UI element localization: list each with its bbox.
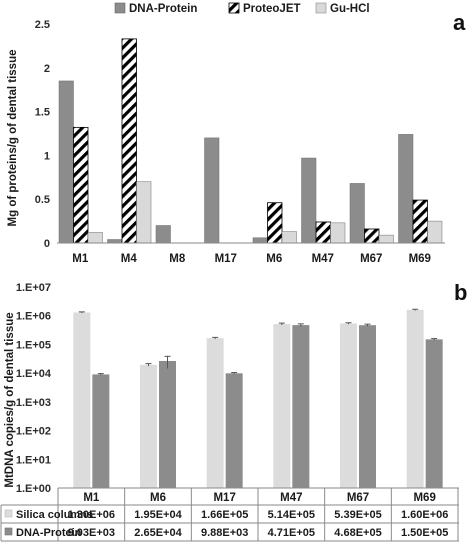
bar-proteojet-m4 [121,38,137,244]
y-tick-label-b: 1.E+05 [16,339,51,351]
x-axis-a: M1 M4 M8 M17 M6 M47 M67 M69 [72,253,431,265]
table-cell: 5.39E+05 [334,509,381,521]
x-category-label-a: M47 [312,253,334,265]
table-cell: 4.68E+05 [334,527,381,539]
bar-silica-columns-m1 [73,312,91,488]
bar-gu-hcl-m67 [378,234,394,244]
y-tick-label-a: 1.5 [35,107,50,119]
panel-label-a: a [453,10,466,35]
table-cell: 4.71E+05 [268,527,315,539]
bar-dna-protein-m47 [301,157,317,244]
table-cell: 5.14E+05 [268,509,315,521]
y-tick-label-a: 2.5 [35,19,50,31]
table-legend-swatch [4,509,13,518]
mtdna-chart: b MtDNA copies/g of dental tissue 1.E+00… [0,280,467,542]
bar-proteojet-m69 [412,199,428,244]
table-series-name: Silica columns [16,509,93,521]
y-tick-label-a: 1 [44,150,50,162]
bar-silica-columns-m17 [206,338,224,488]
table-cell: 1.95E+04 [134,509,182,521]
x-category-label-a: M69 [409,253,431,265]
legend-label-gu-hcl: Gu-HCl [330,3,370,15]
legend-swatch-dna-protein [114,2,126,14]
bar-dna-protein-m47 [292,325,310,488]
table-cell: 1.66E+05 [201,509,248,521]
bar-gu-hcl-m4 [136,181,152,244]
bar-dna-protein-m17 [204,137,220,244]
bar-proteojet-m47 [315,221,331,244]
y-tick-label-b: 1.E+01 [16,454,51,466]
legend-swatch-gu-hcl [315,2,327,14]
table-cell: 1.50E+05 [401,527,448,539]
bar-dna-protein-m69 [398,134,414,244]
x-category-label-b: M67 [347,492,369,504]
panel-label-b: b [454,280,467,305]
y-tick-label-a: 0.5 [35,194,50,206]
table-series-name: DNA-Protein [16,527,82,539]
y-axis-b: 1.E+00 1.E+01 1.E+02 1.E+03 1.E+04 1.E+05 1.E+… [16,282,52,495]
x-category-label-a: M8 [169,253,186,265]
bar-silica-columns-m67 [340,323,357,488]
x-category-label-a: M1 [72,253,89,265]
bar-proteojet-m6 [267,202,283,244]
y-tick-label-b: 1.E+03 [16,397,51,409]
bar-gu-hcl-m6 [281,231,297,244]
y-tick-label-a: 0 [44,238,50,250]
bars-a [58,38,443,244]
bar-gu-hcl-m1 [87,232,103,244]
y-axis-title-a: Mg of proteins/g of dental tissue [7,50,19,227]
bar-proteojet-m1 [73,126,89,244]
bar-gu-hcl-m47 [330,222,346,244]
bar-dna-protein-m1 [92,374,110,488]
y-axis-title-b: MtDNA copies/g of dental tissue [4,312,16,487]
y-tick-label-b: 1.E+07 [16,282,51,294]
bar-dna-protein-m69 [425,339,443,488]
x-category-label-b: M17 [213,492,235,504]
legend-label-proteojet: ProteoJET [243,3,301,15]
table-legend-swatch [4,527,13,536]
x-category-label-b: M69 [413,492,435,504]
x-category-label-b: M1 [83,492,100,504]
x-category-label-b: M47 [280,492,302,504]
legend-label-dna-protein: DNA-Protein [129,3,197,15]
bar-dna-protein-m6 [159,360,176,488]
x-category-label-a: M17 [215,253,237,265]
table-cell: 2.65E+04 [134,527,182,539]
protein-chart: DNA-Protein ProteoJET Gu-HCl a Mg of pro… [7,2,466,265]
table-cell: 1.30E+06 [68,509,115,521]
bar-proteojet-m67 [364,228,380,244]
y-tick-label-b: 1.E+02 [16,426,51,438]
legend: DNA-Protein ProteoJET Gu-HCl [114,2,370,15]
bar-dna-protein-m17 [225,373,243,488]
y-tick-label-b: 1.E+06 [16,311,51,323]
bar-silica-columns-m47 [273,324,291,488]
bar-dna-protein-m67 [349,183,365,244]
bars-b [73,308,443,488]
y-tick-label-a: 2 [44,63,50,75]
table-cell: 9.88E+03 [201,527,248,539]
bar-dna-protein-m8 [155,225,171,244]
y-tick-label-b: 1.E+00 [16,483,51,495]
table-cell: 9.03E+03 [68,527,115,539]
x-category-label-b: M6 [150,492,166,504]
x-category-label-a: M67 [360,253,382,265]
bar-silica-columns-m69 [406,309,424,488]
bar-dna-protein-m67 [359,325,376,488]
y-tick-label-b: 1.E+04 [16,368,52,380]
y-axis-a: 0 0.5 1 1.5 2 2.5 [35,19,50,250]
bar-dna-protein-m4 [107,239,123,244]
bar-silica-columns-m6 [140,364,157,488]
x-category-label-a: M4 [121,253,138,265]
bar-dna-protein-m6 [252,237,268,244]
bar-gu-hcl-m69 [427,220,443,244]
table-cell: 1.60E+06 [401,509,448,521]
x-category-label-a: M6 [266,253,282,265]
legend-swatch-proteojet [228,2,240,14]
bar-dna-protein-m1 [58,80,74,244]
